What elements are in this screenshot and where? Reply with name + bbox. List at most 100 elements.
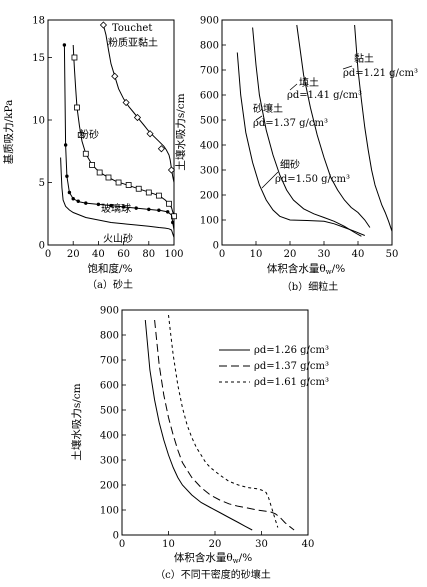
y-tick-label: 100 bbox=[200, 216, 219, 227]
series-line-a-3 bbox=[60, 157, 175, 238]
x-tick-label: 20 bbox=[209, 539, 222, 550]
x-tick-label: 0 bbox=[219, 249, 225, 260]
chart-b-leader-sandyloam bbox=[255, 115, 263, 121]
y-tick-label: 800 bbox=[100, 331, 119, 342]
y-tick-label: 400 bbox=[100, 431, 119, 442]
marker-square bbox=[145, 189, 152, 196]
marker-square bbox=[155, 192, 162, 199]
marker-square bbox=[82, 150, 89, 157]
marker-square bbox=[89, 162, 95, 168]
y-tick-label: 200 bbox=[100, 481, 119, 492]
marker-square bbox=[166, 200, 172, 207]
marker-diamond bbox=[146, 130, 154, 138]
marker-dot bbox=[62, 43, 67, 47]
y-tick-label: 500 bbox=[200, 116, 219, 127]
chart-c-legend: ρd=1.26 g/cm³ ρd=1.37 g/cm³ ρd=1.61 g/cm… bbox=[219, 345, 329, 388]
chart-b-series bbox=[236, 24, 393, 237]
x-tick-label: 50 bbox=[386, 249, 399, 260]
chart-b-ylabel: 土壤水吸力s/cm bbox=[174, 93, 187, 170]
marker-dot bbox=[147, 207, 151, 212]
x-tick-label: 40 bbox=[302, 539, 315, 550]
marker-square bbox=[77, 132, 84, 138]
marker-dot bbox=[84, 201, 88, 205]
chart-b-ann-fill-density: ρd=1.41 g/cm³ bbox=[287, 90, 362, 101]
y-tick-label: 900 bbox=[100, 306, 119, 317]
chart-c-ylabel: 土壤水吸力s/cm bbox=[70, 383, 83, 460]
chart-b-ann-sandyloam-density: ρd=1.37 g/cm³ bbox=[253, 118, 328, 129]
chart-b-caption: （b）细粒土 bbox=[282, 280, 338, 293]
marker-dot bbox=[171, 220, 175, 225]
marker-dot bbox=[166, 210, 170, 214]
series-line-b-1 bbox=[252, 27, 362, 237]
legend-label-1: ρd=1.26 g/cm³ bbox=[254, 345, 329, 356]
marker-square bbox=[105, 174, 112, 181]
y-tick-label: 0 bbox=[113, 531, 119, 542]
y-tick-label: 400 bbox=[200, 141, 219, 152]
chart-a-ann-touchet: Touchet bbox=[112, 23, 152, 34]
marker-dot bbox=[121, 205, 126, 209]
chart-a-ann-silt: 粉砂 bbox=[79, 128, 99, 141]
marker-square bbox=[74, 104, 80, 111]
y-tick-label: 500 bbox=[100, 406, 119, 417]
marker-diamond bbox=[133, 113, 142, 122]
marker-dot bbox=[134, 206, 138, 210]
chart-b-ann-finesand-density: ρd=1.50 g/cm³ bbox=[275, 174, 350, 185]
chart-b-ann-sandyloam: 砂壤土 bbox=[253, 102, 283, 115]
chart-a-ylabel: 基质吸力/kPa bbox=[2, 100, 15, 165]
x-tick-label: 80 bbox=[142, 249, 155, 260]
y-tick-label: 700 bbox=[100, 356, 119, 367]
marker-square bbox=[71, 54, 78, 61]
marker-dot bbox=[65, 174, 69, 178]
x-tick-label: 40 bbox=[352, 249, 365, 260]
y-tick-label: 10 bbox=[32, 116, 45, 127]
y-tick-label: 600 bbox=[100, 381, 119, 392]
y-tick-label: 18 bbox=[32, 16, 45, 27]
x-tick-label: 30 bbox=[318, 249, 331, 260]
y-tick-label: 0 bbox=[39, 241, 45, 252]
chart-b-leader-finesand bbox=[261, 171, 279, 189]
y-tick-label: 15 bbox=[32, 53, 45, 64]
chart-c-series bbox=[144, 314, 295, 531]
chart-c-xlabel: 体积含水量θw/% bbox=[174, 551, 252, 565]
marker-dot bbox=[157, 208, 161, 212]
x-tick-label: 20 bbox=[67, 249, 80, 260]
chart-b-leader-fill bbox=[289, 83, 298, 91]
marker-diamond bbox=[122, 98, 130, 107]
marker-diamond bbox=[167, 166, 176, 174]
chart-a: 0 20 40 60 80 100 0 5 10 15 18 基质吸力/kPa 饱和度/% （a）砂… bbox=[2, 16, 184, 292]
chart-a-ann-glass: 玻璃球 bbox=[101, 202, 131, 215]
chart-a-xlabel: 饱和度/% bbox=[87, 262, 132, 275]
marker-square bbox=[125, 182, 132, 188]
y-tick-label: 5 bbox=[39, 178, 45, 189]
marker-diamond bbox=[99, 21, 108, 29]
chart-b-ann-finesand: 细砂 bbox=[280, 158, 300, 171]
y-tick-label: 0 bbox=[213, 241, 219, 252]
marker-square bbox=[96, 169, 103, 176]
series-line-c-0 bbox=[144, 319, 253, 531]
series-line-b-2 bbox=[296, 24, 371, 228]
y-tick-label: 700 bbox=[200, 66, 219, 77]
chart-a-ticks: 0 20 40 60 80 100 0 5 10 15 18 bbox=[32, 16, 183, 261]
chart-a-ann-volcanic: 火山砂 bbox=[103, 232, 133, 245]
chart-a-frame bbox=[47, 19, 175, 246]
marker-dot bbox=[67, 190, 72, 195]
x-tick-label: 30 bbox=[255, 539, 268, 550]
marker-dot bbox=[76, 199, 80, 203]
chart-b-ann-fill: 填土 bbox=[299, 76, 319, 89]
chart-b-frame bbox=[221, 19, 393, 246]
series-line-b-3 bbox=[354, 24, 393, 232]
x-tick-label: 10 bbox=[162, 539, 175, 550]
y-tick-label: 200 bbox=[200, 191, 219, 202]
marker-dot bbox=[109, 203, 113, 208]
y-tick-label: 600 bbox=[200, 91, 219, 102]
series-line-c-2 bbox=[168, 314, 279, 528]
marker-square bbox=[135, 185, 142, 192]
chart-b: 0 10 20 30 40 500100200300400500600700800900 … bbox=[174, 16, 418, 294]
x-tick-label: 0 bbox=[119, 539, 125, 550]
y-tick-label: 900 bbox=[200, 16, 219, 27]
chart-b-ann-clay: 黏土 bbox=[354, 52, 374, 65]
